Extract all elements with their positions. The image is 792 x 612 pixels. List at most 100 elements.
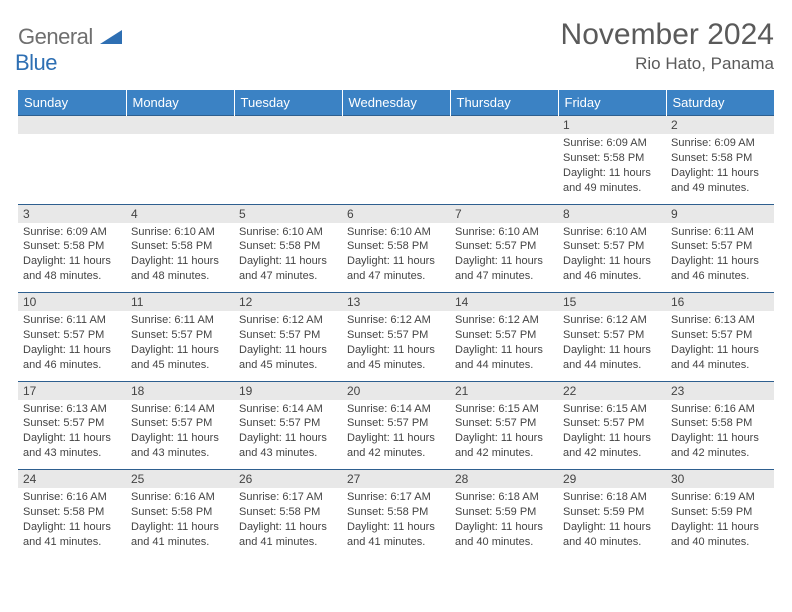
day-cell: Sunrise: 6:10 AMSunset: 5:58 PMDaylight:… bbox=[126, 223, 234, 293]
day-number: 17 bbox=[18, 382, 126, 400]
day-cell bbox=[18, 134, 126, 204]
day-sunrise: Sunrise: 6:13 AM bbox=[671, 313, 769, 328]
day-day2: and 40 minutes. bbox=[563, 535, 661, 550]
day-day1: Daylight: 11 hours bbox=[347, 254, 445, 269]
day-sunrise: Sunrise: 6:10 AM bbox=[347, 225, 445, 240]
day-cell: Sunrise: 6:14 AMSunset: 5:57 PMDaylight:… bbox=[342, 400, 450, 470]
day-sunset: Sunset: 5:57 PM bbox=[563, 328, 661, 343]
day-sunset: Sunset: 5:58 PM bbox=[131, 239, 229, 254]
day-number bbox=[234, 116, 342, 134]
daynum-row: 12 bbox=[18, 116, 774, 135]
day-day2: and 44 minutes. bbox=[671, 358, 769, 373]
day-cell: Sunrise: 6:10 AMSunset: 5:58 PMDaylight:… bbox=[234, 223, 342, 293]
day-number: 14 bbox=[450, 293, 558, 311]
day-cell-header bbox=[342, 116, 450, 135]
day-sunset: Sunset: 5:58 PM bbox=[239, 505, 337, 520]
day-cell-header: 1 bbox=[558, 116, 666, 135]
logo-text-general: General bbox=[18, 24, 93, 49]
day-number: 27 bbox=[342, 470, 450, 488]
day-number: 23 bbox=[666, 382, 774, 400]
day-day2: and 42 minutes. bbox=[455, 446, 553, 461]
day-day2: and 46 minutes. bbox=[671, 269, 769, 284]
day-sunset: Sunset: 5:57 PM bbox=[455, 239, 553, 254]
page-header: General Blue November 2024 Rio Hato, Pan… bbox=[18, 18, 774, 76]
day-day2: and 42 minutes. bbox=[671, 446, 769, 461]
day-day1: Daylight: 11 hours bbox=[671, 254, 769, 269]
day-sunrise: Sunrise: 6:17 AM bbox=[347, 490, 445, 505]
day-day1: Daylight: 11 hours bbox=[23, 431, 121, 446]
day-cell: Sunrise: 6:11 AMSunset: 5:57 PMDaylight:… bbox=[126, 311, 234, 381]
daynum-row: 24252627282930 bbox=[18, 470, 774, 489]
day-cell-header: 26 bbox=[234, 470, 342, 489]
day-sunrise: Sunrise: 6:11 AM bbox=[671, 225, 769, 240]
day-cell-header: 3 bbox=[18, 204, 126, 223]
day-number: 19 bbox=[234, 382, 342, 400]
day-number: 24 bbox=[18, 470, 126, 488]
week-row: Sunrise: 6:09 AMSunset: 5:58 PMDaylight:… bbox=[18, 223, 774, 293]
day-sunset: Sunset: 5:58 PM bbox=[239, 239, 337, 254]
day-details: Sunrise: 6:18 AMSunset: 5:59 PMDaylight:… bbox=[450, 488, 558, 553]
day-cell: Sunrise: 6:10 AMSunset: 5:58 PMDaylight:… bbox=[342, 223, 450, 293]
day-details: Sunrise: 6:18 AMSunset: 5:59 PMDaylight:… bbox=[558, 488, 666, 553]
day-cell-header: 27 bbox=[342, 470, 450, 489]
day-day1: Daylight: 11 hours bbox=[563, 431, 661, 446]
day-day1: Daylight: 11 hours bbox=[455, 254, 553, 269]
day-sunset: Sunset: 5:58 PM bbox=[23, 505, 121, 520]
day-details: Sunrise: 6:10 AMSunset: 5:58 PMDaylight:… bbox=[126, 223, 234, 288]
day-cell-header: 10 bbox=[18, 293, 126, 312]
day-number bbox=[126, 116, 234, 134]
day-number: 20 bbox=[342, 382, 450, 400]
day-sunrise: Sunrise: 6:18 AM bbox=[455, 490, 553, 505]
day-day2: and 40 minutes. bbox=[455, 535, 553, 550]
day-day1: Daylight: 11 hours bbox=[131, 254, 229, 269]
day-cell-header: 25 bbox=[126, 470, 234, 489]
day-cell-header: 9 bbox=[666, 204, 774, 223]
day-sunrise: Sunrise: 6:19 AM bbox=[671, 490, 769, 505]
day-cell-header: 15 bbox=[558, 293, 666, 312]
day-sunset: Sunset: 5:57 PM bbox=[131, 328, 229, 343]
day-cell: Sunrise: 6:16 AMSunset: 5:58 PMDaylight:… bbox=[126, 488, 234, 558]
day-day1: Daylight: 11 hours bbox=[131, 343, 229, 358]
day-details: Sunrise: 6:16 AMSunset: 5:58 PMDaylight:… bbox=[18, 488, 126, 553]
day-details: Sunrise: 6:12 AMSunset: 5:57 PMDaylight:… bbox=[234, 311, 342, 376]
day-cell bbox=[126, 134, 234, 204]
weekday-header: Friday bbox=[558, 90, 666, 116]
day-details: Sunrise: 6:09 AMSunset: 5:58 PMDaylight:… bbox=[558, 134, 666, 199]
day-number: 12 bbox=[234, 293, 342, 311]
day-day1: Daylight: 11 hours bbox=[239, 343, 337, 358]
day-sunset: Sunset: 5:57 PM bbox=[131, 416, 229, 431]
brand-logo: General Blue bbox=[18, 18, 122, 76]
location-subtitle: Rio Hato, Panama bbox=[561, 54, 774, 74]
day-sunset: Sunset: 5:58 PM bbox=[23, 239, 121, 254]
day-cell-header: 7 bbox=[450, 204, 558, 223]
day-day2: and 41 minutes. bbox=[239, 535, 337, 550]
day-details: Sunrise: 6:09 AMSunset: 5:58 PMDaylight:… bbox=[18, 223, 126, 288]
day-day1: Daylight: 11 hours bbox=[455, 520, 553, 535]
day-number bbox=[450, 116, 558, 134]
day-sunset: Sunset: 5:57 PM bbox=[239, 328, 337, 343]
day-details: Sunrise: 6:11 AMSunset: 5:57 PMDaylight:… bbox=[666, 223, 774, 288]
day-sunrise: Sunrise: 6:10 AM bbox=[455, 225, 553, 240]
day-number: 4 bbox=[126, 205, 234, 223]
calendar-table: Sunday Monday Tuesday Wednesday Thursday… bbox=[18, 90, 774, 558]
day-sunset: Sunset: 5:59 PM bbox=[671, 505, 769, 520]
day-day1: Daylight: 11 hours bbox=[563, 520, 661, 535]
day-sunrise: Sunrise: 6:10 AM bbox=[563, 225, 661, 240]
day-number: 21 bbox=[450, 382, 558, 400]
day-cell-header: 6 bbox=[342, 204, 450, 223]
week-row: Sunrise: 6:13 AMSunset: 5:57 PMDaylight:… bbox=[18, 400, 774, 470]
day-cell: Sunrise: 6:12 AMSunset: 5:57 PMDaylight:… bbox=[450, 311, 558, 381]
day-sunset: Sunset: 5:58 PM bbox=[671, 151, 769, 166]
day-cell bbox=[234, 134, 342, 204]
day-cell-header bbox=[234, 116, 342, 135]
day-cell-header: 11 bbox=[126, 293, 234, 312]
day-day1: Daylight: 11 hours bbox=[23, 343, 121, 358]
day-details: Sunrise: 6:10 AMSunset: 5:58 PMDaylight:… bbox=[234, 223, 342, 288]
day-cell-header: 8 bbox=[558, 204, 666, 223]
day-day2: and 43 minutes. bbox=[239, 446, 337, 461]
day-day2: and 42 minutes. bbox=[563, 446, 661, 461]
day-details: Sunrise: 6:14 AMSunset: 5:57 PMDaylight:… bbox=[126, 400, 234, 465]
day-sunset: Sunset: 5:59 PM bbox=[455, 505, 553, 520]
day-details: Sunrise: 6:12 AMSunset: 5:57 PMDaylight:… bbox=[558, 311, 666, 376]
day-cell-header: 19 bbox=[234, 381, 342, 400]
